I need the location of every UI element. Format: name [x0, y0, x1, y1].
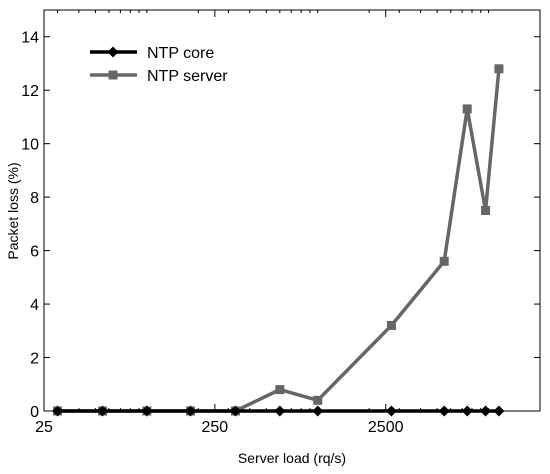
y-tick-label: 8 — [30, 190, 39, 207]
diamond-marker — [274, 405, 286, 417]
diamond-marker — [312, 405, 324, 417]
diamond-marker — [493, 405, 505, 417]
y-tick-label: 4 — [30, 297, 39, 314]
y-tick-label: 2 — [30, 351, 39, 368]
x-tick-label: 2500 — [368, 419, 404, 436]
y-tick-label: 0 — [30, 404, 39, 421]
diamond-marker — [52, 405, 64, 417]
diamond-marker — [480, 405, 492, 417]
legend-label: NTP server — [147, 68, 228, 85]
legend: NTP core NTP server — [90, 45, 228, 85]
square-marker — [313, 395, 323, 405]
plot-frame — [43, 9, 541, 412]
y-axis-label: Packet loss (%) — [5, 162, 21, 259]
square-marker — [494, 64, 504, 74]
y-tick-label: 12 — [21, 83, 39, 100]
square-marker — [462, 104, 472, 114]
series-ntp-core — [52, 405, 505, 417]
square-marker — [386, 320, 396, 330]
diamond-marker — [141, 405, 153, 417]
legend-label: NTP core — [147, 45, 214, 62]
y-axis: 0 2 4 6 8 10 12 14 — [21, 30, 540, 421]
diamond-marker — [385, 405, 397, 417]
y-tick-label: 6 — [30, 244, 39, 261]
x-tick-label: 25 — [35, 419, 53, 436]
square-marker — [481, 206, 491, 215]
series-layer — [52, 64, 505, 417]
series-line — [57, 68, 501, 413]
square-marker — [439, 256, 449, 266]
diamond-marker — [184, 405, 196, 417]
diamond-marker — [229, 405, 241, 417]
y-tick-label: 14 — [21, 30, 39, 47]
diamond-marker — [97, 405, 109, 417]
square-marker — [275, 385, 285, 395]
diamond-marker — [107, 46, 119, 58]
series-ntp-server — [53, 64, 504, 416]
square-marker — [108, 70, 118, 80]
y-tick-label: 10 — [21, 137, 39, 154]
x-axis-label: Server load (rq/s) — [238, 450, 346, 466]
diamond-marker — [461, 405, 473, 417]
diamond-marker — [438, 405, 450, 417]
x-tick-label: 250 — [202, 419, 229, 436]
